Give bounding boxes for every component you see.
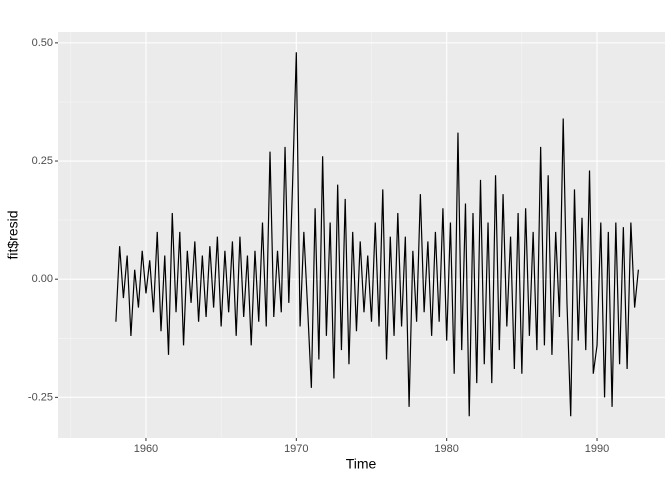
- x-axis-title: Time: [346, 456, 377, 472]
- y-tick-label: 0.50: [32, 37, 53, 49]
- x-tick-label: 1990: [585, 443, 609, 455]
- plot-panel: [58, 32, 665, 438]
- x-tick-label: 1980: [434, 443, 458, 455]
- y-tick-label: 0.25: [32, 155, 53, 167]
- x-tick-label: 1960: [134, 443, 158, 455]
- residual-line: [115, 52, 639, 417]
- y-tick-label: -0.25: [28, 391, 53, 403]
- x-tick-label: 1970: [284, 443, 308, 455]
- y-tick-label: 0.00: [32, 273, 53, 285]
- y-axis-title: fit$resid: [5, 210, 21, 259]
